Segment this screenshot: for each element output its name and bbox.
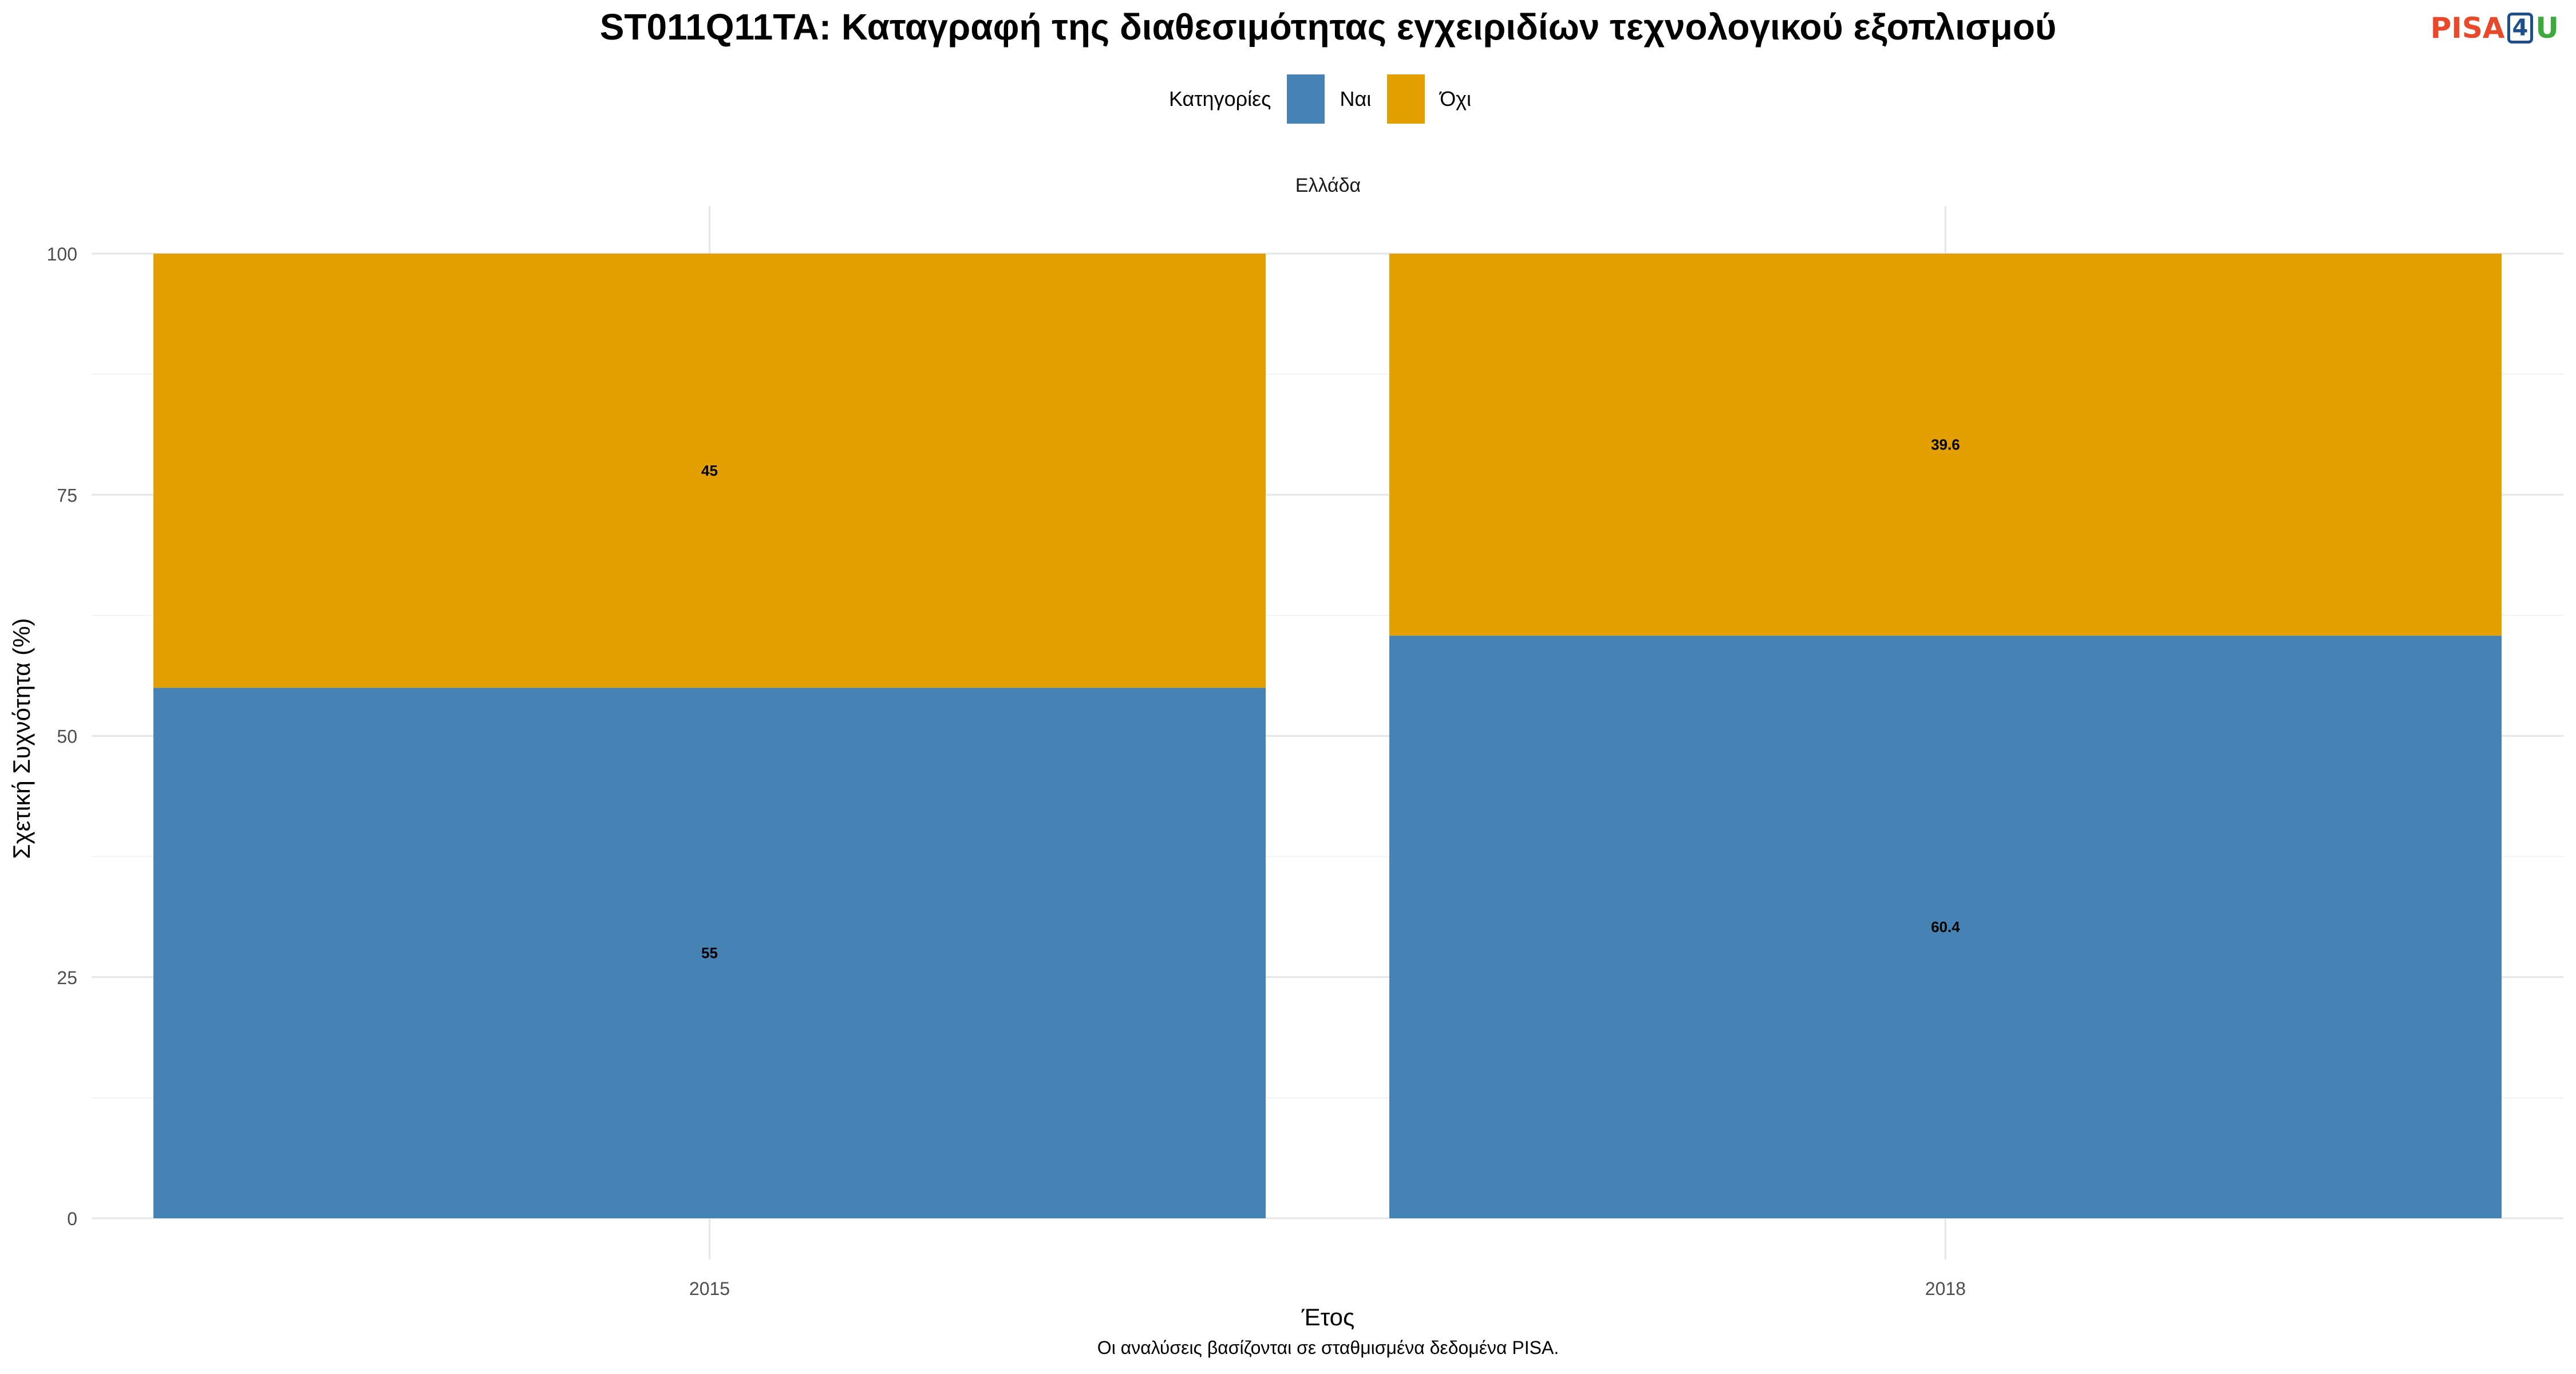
bar-yes-2018	[1389, 635, 2502, 1218]
logo-u-text: U	[2535, 11, 2559, 45]
x-tick-label: 2018	[1925, 1278, 1966, 1299]
data-label: 39.6	[1931, 436, 1960, 453]
bars	[153, 254, 2502, 1218]
y-tick-label: 75	[57, 485, 77, 506]
chart-title: ST011Q11TA: Καταγραφή της διαθεσιμότητας…	[599, 6, 2057, 48]
logo-pisa-text: PISA	[2430, 11, 2505, 45]
legend-swatch-yes	[1287, 74, 1325, 124]
bar-yes-2015	[153, 688, 1266, 1218]
legend-label-yes: Ναι	[1340, 87, 1372, 110]
data-label: 55	[701, 945, 718, 962]
pisa4u-logo: PISA 4 U	[2431, 11, 2559, 45]
bar-no-2015	[153, 254, 1266, 688]
caption: Οι αναλύσεις βασίζονται σε σταθμισμένα δ…	[1097, 1337, 1559, 1358]
data-label: 60.4	[1931, 918, 1960, 935]
bar-no-2018	[1389, 254, 2502, 636]
x-tick-label: 2015	[689, 1278, 730, 1299]
y-tick-label: 100	[47, 244, 77, 264]
y-axis-label: Σχετική Συχνότητα (%)	[8, 618, 35, 859]
data-labels: 55 45 60.4 39.6	[701, 436, 1960, 962]
logo-four-badge: 4	[2507, 13, 2534, 44]
legend: Κατηγορίες Ναι Όχι	[0, 74, 2576, 124]
legend-title: Κατηγορίες	[1168, 87, 1271, 110]
y-tick-label: 25	[57, 968, 77, 988]
y-tick-label: 50	[57, 727, 77, 747]
x-axis-label: Έτος	[1301, 1304, 1355, 1330]
facet-label: Ελλάδα	[1295, 175, 1361, 196]
legend-swatch-no	[1387, 74, 1425, 124]
y-tick-label: 0	[67, 1209, 77, 1229]
data-label: 45	[701, 462, 718, 479]
axes: Ελλάδα Έτος Σχετική Συχνότητα (%) 0 25 50 7…	[8, 175, 1966, 1330]
legend-label-no: Όχι	[1440, 87, 1472, 110]
